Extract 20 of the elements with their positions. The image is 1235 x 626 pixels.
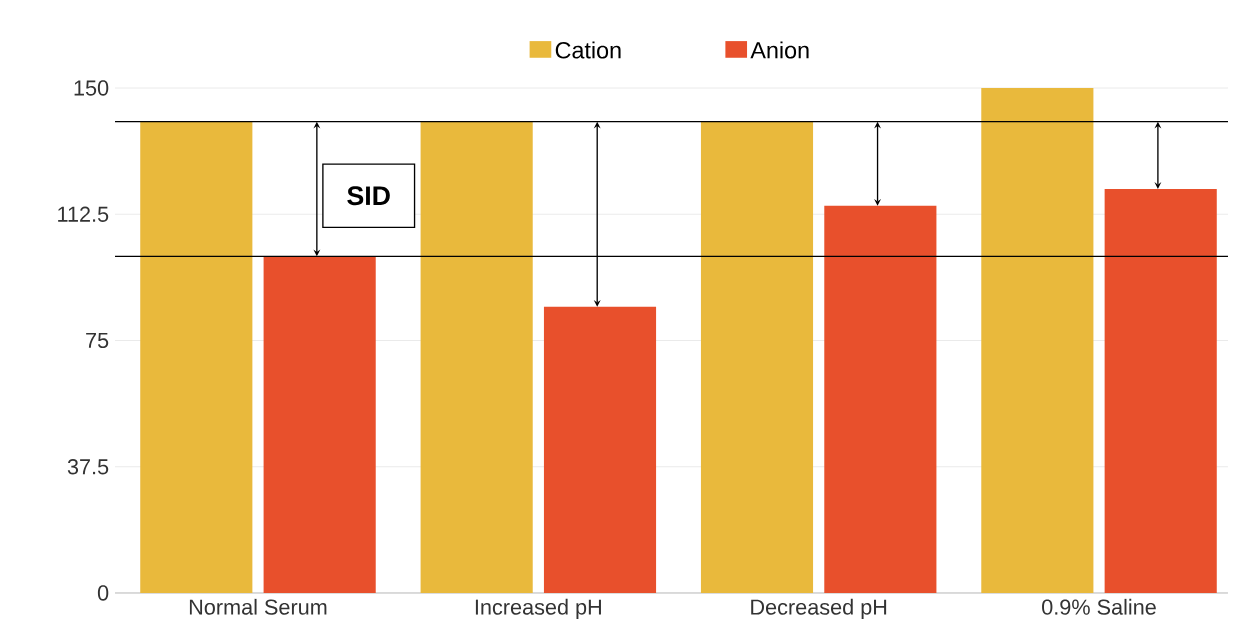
x-tick-label: Normal Serum [189,598,327,615]
x-tick-label: Increased pH [475,598,601,620]
bar [700,121,814,593]
bar [981,88,1094,593]
y-tick-label: 112.5 [58,206,109,222]
legend-label: Anion [750,41,809,59]
bar [1104,188,1217,593]
bar [824,205,937,593]
bar [420,121,533,593]
x-tick-label: Decreased pH [751,598,887,620]
bar [140,121,253,593]
annotation: SID [347,186,390,206]
y-tick-label: 0 [97,585,109,601]
legend-label: Cation [555,41,621,59]
x-tick-label: 0.9% Saline [1042,598,1156,615]
y-tick-label: 150 [74,80,109,96]
bar [263,256,376,593]
y-tick-label: 75 [86,332,109,349]
y-tick-label: 37.5 [67,459,109,475]
bar [543,306,657,593]
